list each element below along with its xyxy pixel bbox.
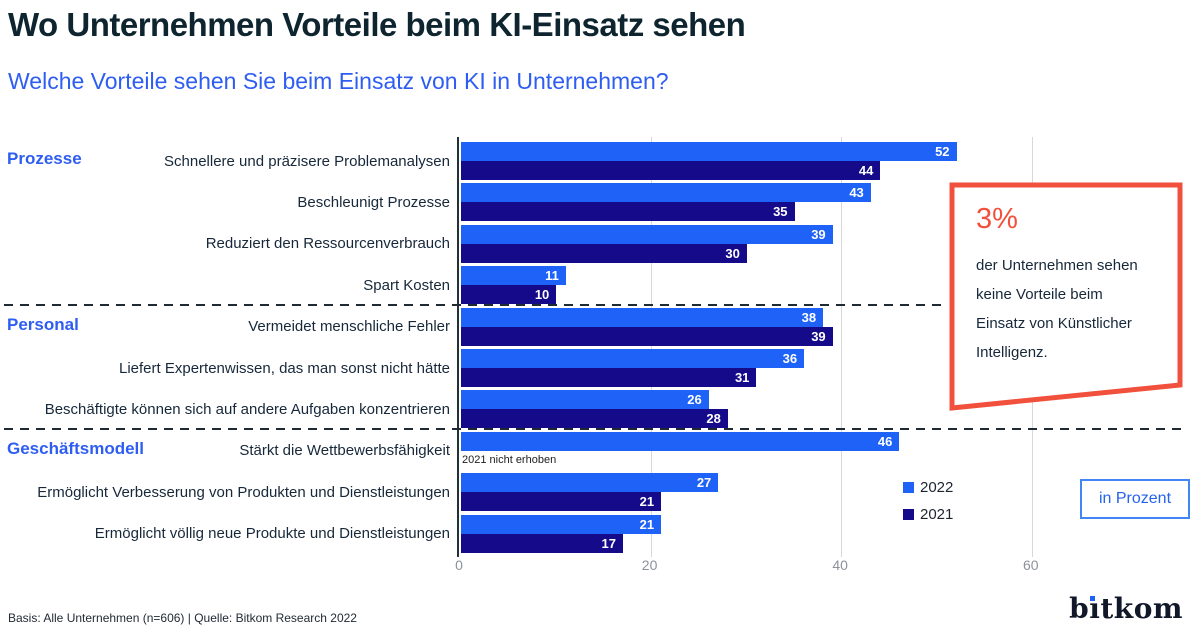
bar-value-2021: 31	[734, 370, 750, 385]
unit-badge: in Prozent	[1080, 479, 1190, 519]
bar-value-2021: 35	[773, 204, 788, 220]
bar-2021: 17	[461, 533, 623, 553]
bar-value-2022: 39	[811, 226, 826, 242]
logo-text-i: ı	[1089, 592, 1101, 625]
group-label-1: Prozesse	[7, 149, 82, 168]
x-tick-label: 40	[832, 557, 848, 573]
bar-2022: 36	[461, 349, 805, 368]
row-label: Ermöglicht völlig neue Produkte und Dien…	[94, 525, 450, 543]
x-tick-label: 60	[1023, 557, 1039, 573]
bar-value-2022: 27	[696, 475, 712, 491]
legend-swatch-2022	[903, 482, 914, 493]
bar-2021: 39	[461, 326, 833, 346]
bar-value-2022: 11	[545, 268, 559, 284]
bar-2022: 27	[461, 473, 719, 493]
row-label: Ermöglicht Verbesserung von Produkten un…	[37, 483, 450, 501]
group-label-2: Personal	[7, 314, 79, 334]
grid-line	[841, 137, 843, 557]
bar-value-2021: 44	[858, 163, 874, 178]
bar-2022: 21	[461, 514, 662, 534]
bar-2021: 44	[461, 161, 881, 180]
bar-2022: 52	[461, 142, 957, 161]
bar-value-2022: 43	[849, 185, 864, 201]
bar-value-2021: 21	[639, 494, 655, 510]
bar-2022: 26	[461, 390, 709, 410]
legend-item-2021: 2021	[903, 506, 953, 523]
row-label: Vermeidet menschliche Fehler	[248, 318, 450, 336]
bar-value-2022: 46	[877, 433, 893, 449]
bar-2021: 21	[461, 492, 662, 512]
group-label-3: Geschäftsmodell	[7, 438, 144, 458]
row-label: Liefert Expertenwissen, das man sonst ni…	[118, 359, 450, 377]
bar-value-2021: 10	[534, 287, 550, 303]
logo-text-rest: tkom	[1100, 592, 1183, 625]
annotation-text: der Unternehmen sehen keine Vorteile bei…	[976, 257, 1138, 361]
bar-value-2022: 21	[639, 516, 655, 532]
annotation-callout: 3% der Unternehmen sehen keine Vorteile …	[946, 179, 1188, 415]
bar-2022: 43	[461, 183, 871, 203]
bar-2022: 38	[461, 307, 824, 327]
y-axis-line	[457, 137, 459, 557]
x-tick-label: 20	[641, 557, 658, 573]
source-note: Basis: Alle Unternehmen (n=606) | Quelle…	[8, 611, 357, 625]
legend-swatch-2021	[903, 509, 914, 520]
chart-question-subtitle: Welche Vorteile sehen Sie beim Einsatz v…	[8, 68, 669, 94]
bar-value-2021: 30	[725, 245, 740, 261]
group-separator	[4, 428, 1184, 430]
row-label: Beschleunigt Prozesse	[297, 193, 450, 211]
group-separator	[4, 303, 948, 306]
logo-blue-dot	[1090, 596, 1096, 601]
legend-label-2022: 2022	[920, 479, 954, 496]
x-tick-label: 0	[455, 557, 463, 573]
legend-label-2021: 2021	[920, 506, 954, 523]
bar-2022: 46	[461, 431, 900, 451]
grid-line	[650, 137, 652, 557]
bar-2021: 31	[461, 368, 757, 387]
bar-2021: 30	[461, 243, 747, 263]
row-label: Beschäftigte können sich auf andere Aufg…	[44, 400, 450, 418]
bar-value-2021: 39	[811, 328, 826, 344]
row-label: Reduziert den Ressourcenverbrauch	[205, 235, 450, 253]
page-title: Wo Unternehmen Vorteile beim KI-Einsatz …	[8, 6, 746, 43]
bar-2022: 39	[461, 224, 833, 244]
row-label: Stärkt die Wettbewerbsfähigkeit	[239, 442, 450, 460]
bar-2021: 28	[461, 409, 728, 429]
bar-value-2022: 36	[782, 351, 798, 366]
bar-value-2022: 26	[687, 392, 702, 408]
bar-2022: 11	[461, 266, 566, 286]
bar-value-2022: 52	[935, 144, 950, 159]
bar-2021: 35	[461, 202, 795, 222]
bar-value-2021: 17	[601, 535, 616, 551]
bar-value-2021: 28	[706, 411, 721, 427]
bar-value-2022: 38	[801, 309, 817, 325]
logo-letter-i: ı	[1089, 592, 1100, 625]
bitkom-logo: bı tkom	[1069, 592, 1183, 625]
row-label: Schnellere und präzisere Problemanalysen	[164, 152, 450, 170]
note-2021-missing: 2021 nicht erhoben	[462, 453, 557, 466]
bar-2021: 10	[461, 285, 557, 305]
row-label: Spart Kosten	[363, 276, 450, 294]
legend-item-2022: 2022	[903, 479, 953, 496]
annotation-border-shape	[949, 182, 1183, 411]
logo-text-first: b	[1069, 592, 1090, 625]
legend: 2022 2021	[903, 479, 953, 533]
annotation-percentage: 3%	[976, 203, 1018, 235]
